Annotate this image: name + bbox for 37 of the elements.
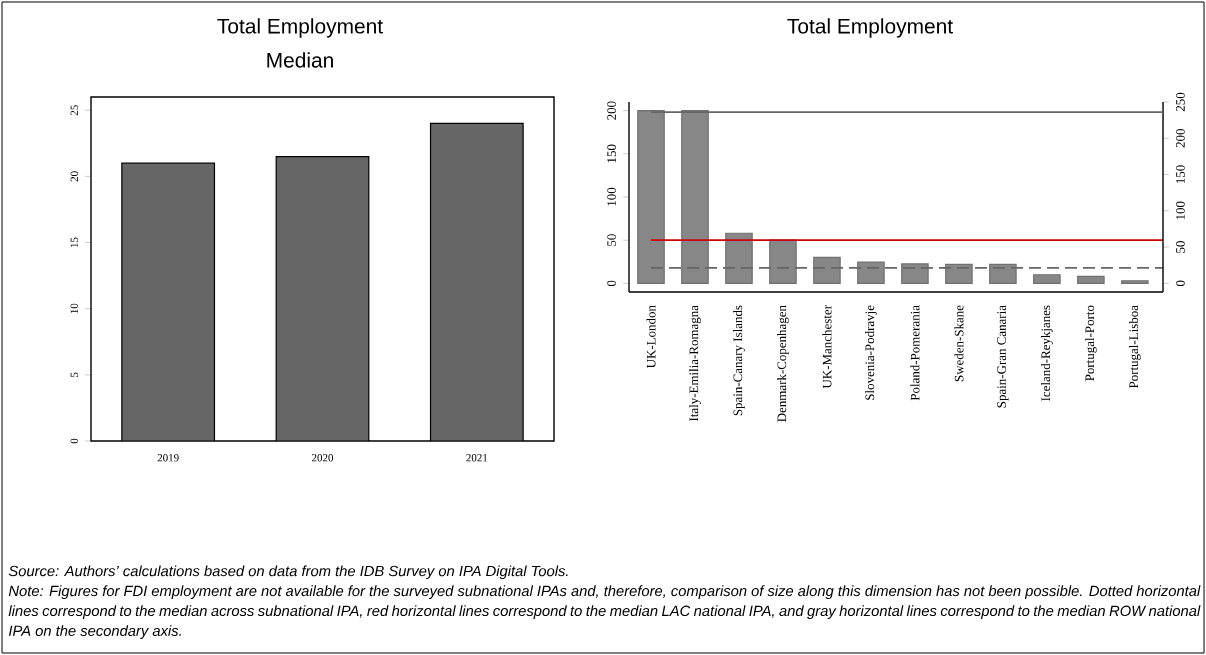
y-tick-label: 0 — [70, 438, 78, 444]
x-tick-label: UK-London — [646, 305, 656, 369]
x-tick-label: Portugal-Lisboa — [1128, 305, 1141, 389]
text: Note: Figures for FDI employment are not available for the surveyed subnational IPAs and, therefore, comparison of size along this dimension has not been possible. Dotted horizontal lines correspond to the median across subnational IPA, red horizontal lines correspond to the median LAC national IPA, and gray horizontal lines correspond to the median ROW national IPA on the secondary axis. — [8, 585, 1201, 639]
x-tick-label: 2020 — [312, 454, 334, 462]
y2-tick-label: 200 — [1176, 129, 1185, 148]
y-tick-label: 0 — [607, 280, 616, 287]
y-tick-label: 150 — [607, 144, 616, 163]
x-tick-label: Iceland-Reykjanes — [1041, 305, 1053, 401]
y-tick-label: 100 — [607, 187, 616, 206]
y-tick-label: 25 — [70, 105, 78, 116]
x-tick-label: Portugal-Porto — [1085, 305, 1097, 381]
y-tick-label: 10 — [70, 303, 78, 314]
x-tick-label: Denmark-Copenhagen — [777, 305, 789, 422]
y2-tick-label: 250 — [1176, 92, 1185, 112]
x-tick-label: UK-Manchester — [822, 305, 832, 389]
x-tick-label: Spain-Canary Islands — [733, 305, 745, 416]
x-tick-label: Poland-Pomerania — [910, 305, 920, 401]
source-note: Source: Authors’ calculations based on data from the IDB Survey on IPA Digital Tools. — [8, 565, 568, 580]
y-tick-label: 5 — [70, 372, 78, 377]
x-tick-label: 2019 — [157, 454, 179, 462]
x-tick-label: Slovenia-Podravje — [865, 305, 877, 400]
x-tick-label: Italy-Emilia-Romagna — [689, 305, 701, 422]
y2-tick-label: 0 — [1176, 280, 1185, 287]
x-tick-label: 2021 — [466, 454, 488, 462]
y-tick-label: 50 — [607, 234, 616, 246]
x-tick-label: Spain-Gran Canaria — [997, 305, 1009, 408]
y-tick-label: 20 — [70, 171, 78, 182]
chart-title: Total Employment — [787, 18, 953, 38]
y2-tick-label: 150 — [1176, 165, 1185, 184]
chart-title: Total Employment — [217, 18, 383, 38]
y-tick-label: 200 — [607, 101, 616, 120]
y2-tick-label: 100 — [1176, 201, 1185, 220]
chart-subtitle: Median — [267, 52, 333, 68]
y-tick-label: 15 — [70, 237, 78, 248]
x-tick-label: Sweden-Skane — [954, 305, 964, 382]
y2-tick-label: 50 — [1176, 241, 1185, 253]
